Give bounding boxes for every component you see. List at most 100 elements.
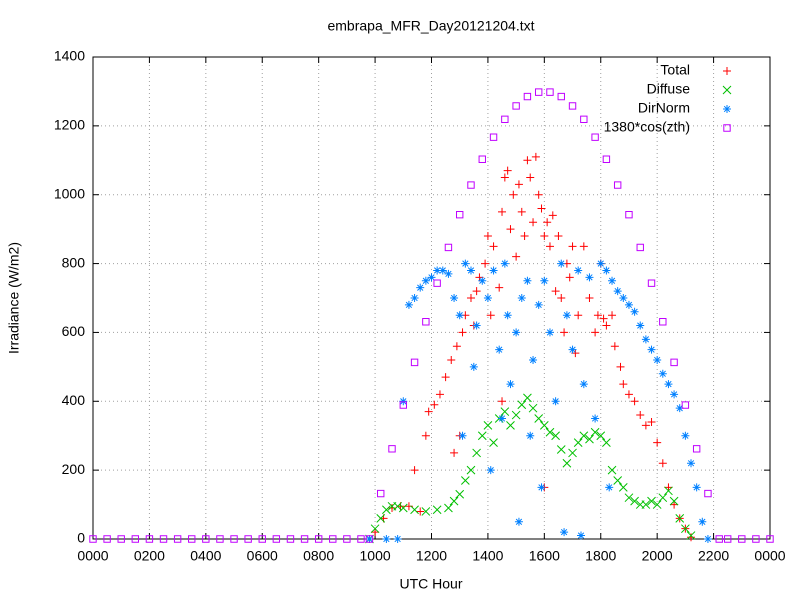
point bbox=[506, 380, 515, 389]
point bbox=[554, 232, 563, 241]
plot-border bbox=[92, 56, 771, 540]
point bbox=[605, 483, 614, 492]
point bbox=[489, 266, 498, 275]
point bbox=[410, 505, 419, 515]
point bbox=[145, 535, 154, 543]
point bbox=[478, 155, 486, 163]
point bbox=[526, 431, 535, 440]
point bbox=[540, 276, 549, 285]
point bbox=[526, 173, 535, 182]
point bbox=[659, 318, 667, 326]
point bbox=[422, 318, 430, 326]
x-tick-label: 0000 bbox=[754, 548, 785, 564]
point bbox=[551, 287, 560, 296]
point bbox=[675, 404, 684, 413]
point bbox=[89, 535, 97, 543]
point bbox=[540, 232, 549, 241]
legend-label: 1380*cos(zth) bbox=[604, 119, 690, 135]
point bbox=[399, 397, 408, 406]
point bbox=[430, 400, 439, 409]
point bbox=[557, 294, 566, 302]
y-tick-label: 1200 bbox=[54, 117, 85, 133]
x-tick-label: 2200 bbox=[698, 548, 729, 564]
point bbox=[591, 133, 599, 141]
point bbox=[562, 458, 572, 468]
point bbox=[458, 328, 467, 337]
point bbox=[398, 503, 408, 513]
point bbox=[498, 414, 507, 423]
legend-marker bbox=[722, 85, 732, 95]
point bbox=[613, 476, 623, 485]
x-tick-label: 0000 bbox=[77, 548, 108, 564]
point bbox=[534, 88, 543, 96]
point bbox=[687, 459, 696, 468]
point bbox=[444, 503, 453, 513]
y-tick-label: 600 bbox=[62, 323, 86, 339]
point bbox=[517, 207, 526, 216]
point bbox=[568, 102, 577, 110]
point bbox=[647, 496, 656, 506]
point bbox=[692, 445, 701, 453]
point bbox=[447, 355, 456, 364]
legend-label: Total bbox=[660, 62, 690, 78]
point bbox=[681, 431, 690, 440]
point bbox=[517, 400, 527, 410]
point bbox=[472, 321, 481, 330]
point bbox=[159, 535, 168, 543]
point bbox=[258, 535, 266, 543]
point bbox=[495, 283, 504, 292]
point bbox=[489, 242, 498, 251]
point bbox=[723, 535, 732, 543]
point bbox=[531, 152, 540, 161]
point bbox=[424, 407, 433, 416]
point bbox=[613, 181, 622, 189]
point bbox=[607, 465, 617, 475]
point bbox=[608, 311, 617, 320]
x-axis-label: UTC Hour bbox=[399, 576, 462, 592]
point bbox=[489, 438, 498, 447]
point bbox=[450, 448, 459, 457]
y-tick-label: 800 bbox=[62, 254, 86, 270]
point bbox=[388, 445, 396, 453]
point bbox=[596, 431, 606, 441]
x-tick-label: 0200 bbox=[134, 548, 165, 564]
point bbox=[670, 500, 679, 509]
point bbox=[658, 459, 667, 468]
point bbox=[539, 421, 549, 430]
point bbox=[410, 466, 419, 475]
point bbox=[641, 335, 650, 344]
point bbox=[687, 533, 696, 542]
point bbox=[715, 535, 723, 543]
point bbox=[472, 287, 481, 296]
point bbox=[585, 294, 594, 302]
point bbox=[681, 524, 690, 534]
point bbox=[528, 403, 538, 413]
point bbox=[472, 448, 481, 458]
point bbox=[244, 535, 252, 543]
point bbox=[585, 434, 594, 444]
point bbox=[131, 535, 140, 543]
point bbox=[560, 528, 569, 537]
point bbox=[272, 535, 281, 543]
point bbox=[636, 411, 645, 420]
x-tick-label: 1800 bbox=[585, 548, 616, 564]
point bbox=[421, 431, 430, 440]
point bbox=[534, 300, 543, 309]
point bbox=[624, 390, 633, 399]
point bbox=[503, 311, 512, 320]
point bbox=[486, 466, 495, 475]
point bbox=[506, 225, 515, 234]
point bbox=[416, 283, 425, 292]
point bbox=[486, 311, 495, 320]
point bbox=[599, 314, 608, 323]
y-tick-label: 1400 bbox=[54, 48, 85, 64]
point bbox=[664, 483, 673, 492]
point bbox=[562, 311, 571, 320]
y-tick-label: 1000 bbox=[54, 185, 85, 201]
point bbox=[456, 210, 464, 219]
point bbox=[590, 427, 600, 437]
point bbox=[704, 489, 712, 498]
point bbox=[560, 328, 569, 337]
point bbox=[523, 92, 532, 101]
